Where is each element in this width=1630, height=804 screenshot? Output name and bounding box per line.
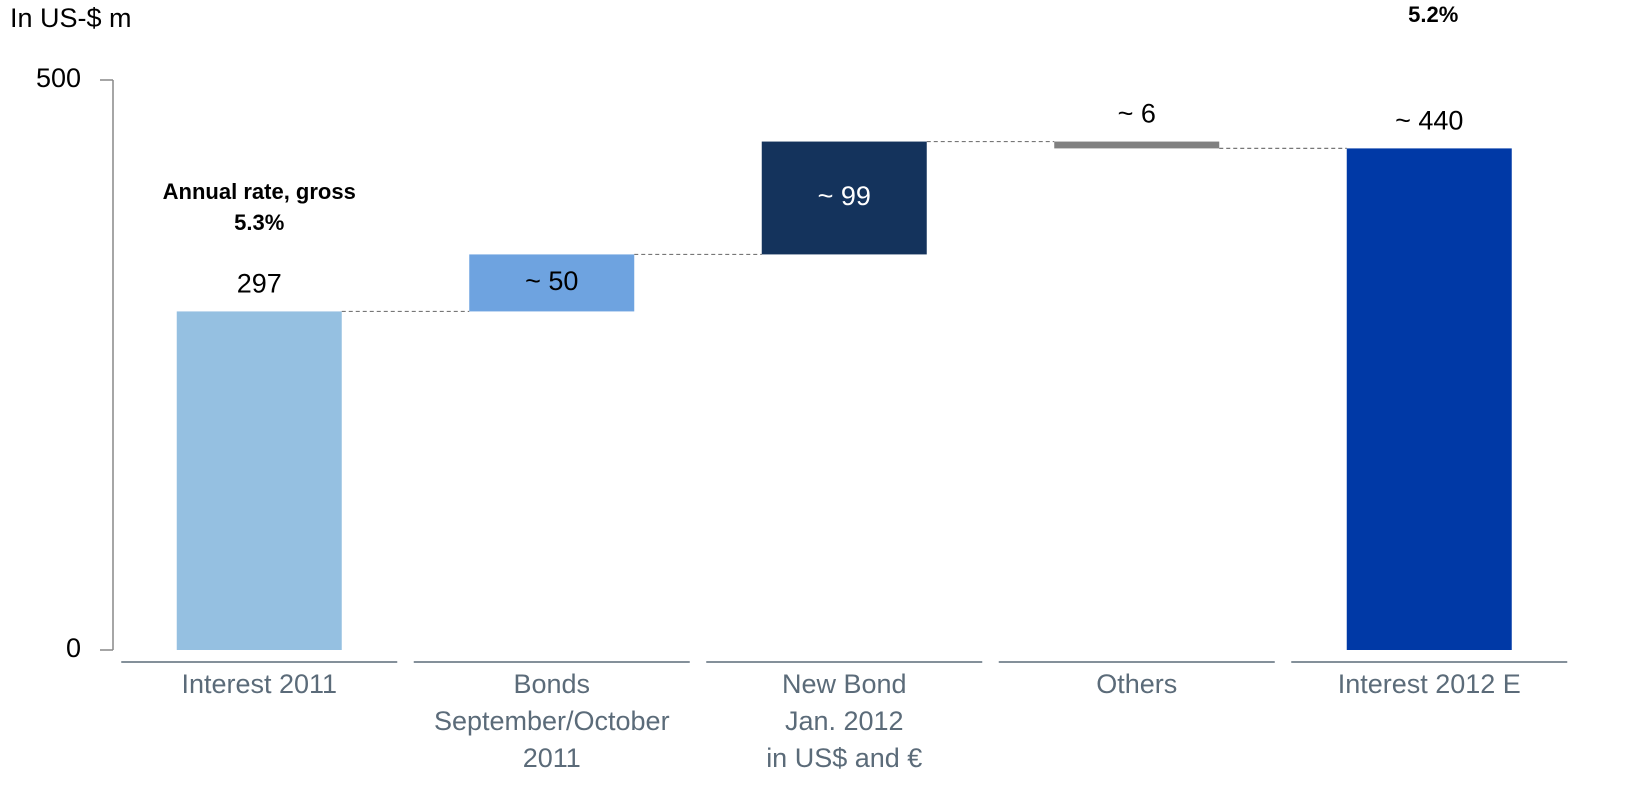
y-tick-label: 0 (66, 633, 81, 663)
x-tick-label: 2011 (523, 743, 581, 773)
value-label: 297 (237, 269, 282, 299)
bar (176, 311, 342, 650)
x-tick-label: Others (1096, 669, 1177, 699)
value-label: ~ 440 (1395, 106, 1463, 136)
y-tick-label: 500 (36, 63, 81, 93)
bar (761, 141, 927, 255)
value-label: ~ 50 (525, 266, 578, 296)
bar (1346, 148, 1512, 650)
annotation: 5.2% (1408, 2, 1458, 27)
x-tick-label: Jan. 2012 (785, 706, 904, 736)
y-axis-label: In US-$ m (10, 3, 132, 33)
x-tick-label: Bonds (513, 669, 590, 699)
x-tick-label: September/October (434, 706, 670, 736)
bar (469, 254, 635, 312)
x-tick-label: Interest 2012 E (1338, 669, 1521, 699)
annotation: Annual rate, gross (163, 179, 356, 204)
value-label: ~ 99 (818, 181, 871, 211)
x-tick-label: Interest 2011 (181, 669, 337, 699)
x-tick-label: New Bond (782, 669, 907, 699)
annotation: 5.3% (234, 210, 284, 235)
value-label: ~ 6 (1118, 99, 1156, 129)
x-tick-label: in US$ and € (766, 743, 922, 773)
bar (1054, 141, 1220, 149)
